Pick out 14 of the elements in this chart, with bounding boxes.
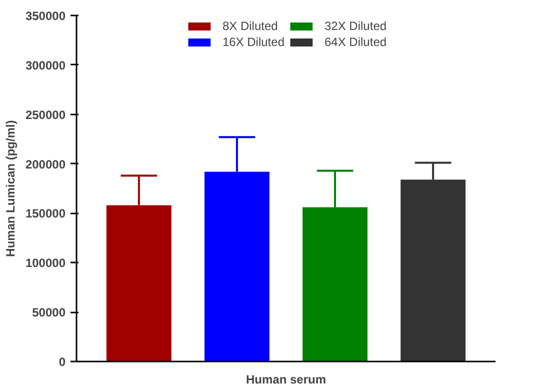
x-tick-label: Human serum (246, 372, 326, 386)
y-tick-label: 300000 (25, 58, 66, 72)
y-tick-label: 50000 (32, 306, 66, 320)
y-axis-title: Human Lumican (pg/ml) (3, 120, 18, 257)
y-tick-label: 250000 (25, 108, 66, 122)
y-tick-label: 150000 (25, 206, 66, 221)
y-tick-label: 100000 (25, 256, 66, 270)
y-tick-label: 0 (58, 355, 66, 369)
legend-label: 16X Diluted (222, 35, 284, 49)
y-tick-label: 350000 (25, 9, 66, 23)
legend-label: 8X Diluted (222, 19, 278, 33)
legend-label: 32X Diluted (324, 19, 387, 33)
legend-label: 64X Diluted (324, 35, 387, 49)
y-tick-label: 200000 (25, 157, 66, 172)
